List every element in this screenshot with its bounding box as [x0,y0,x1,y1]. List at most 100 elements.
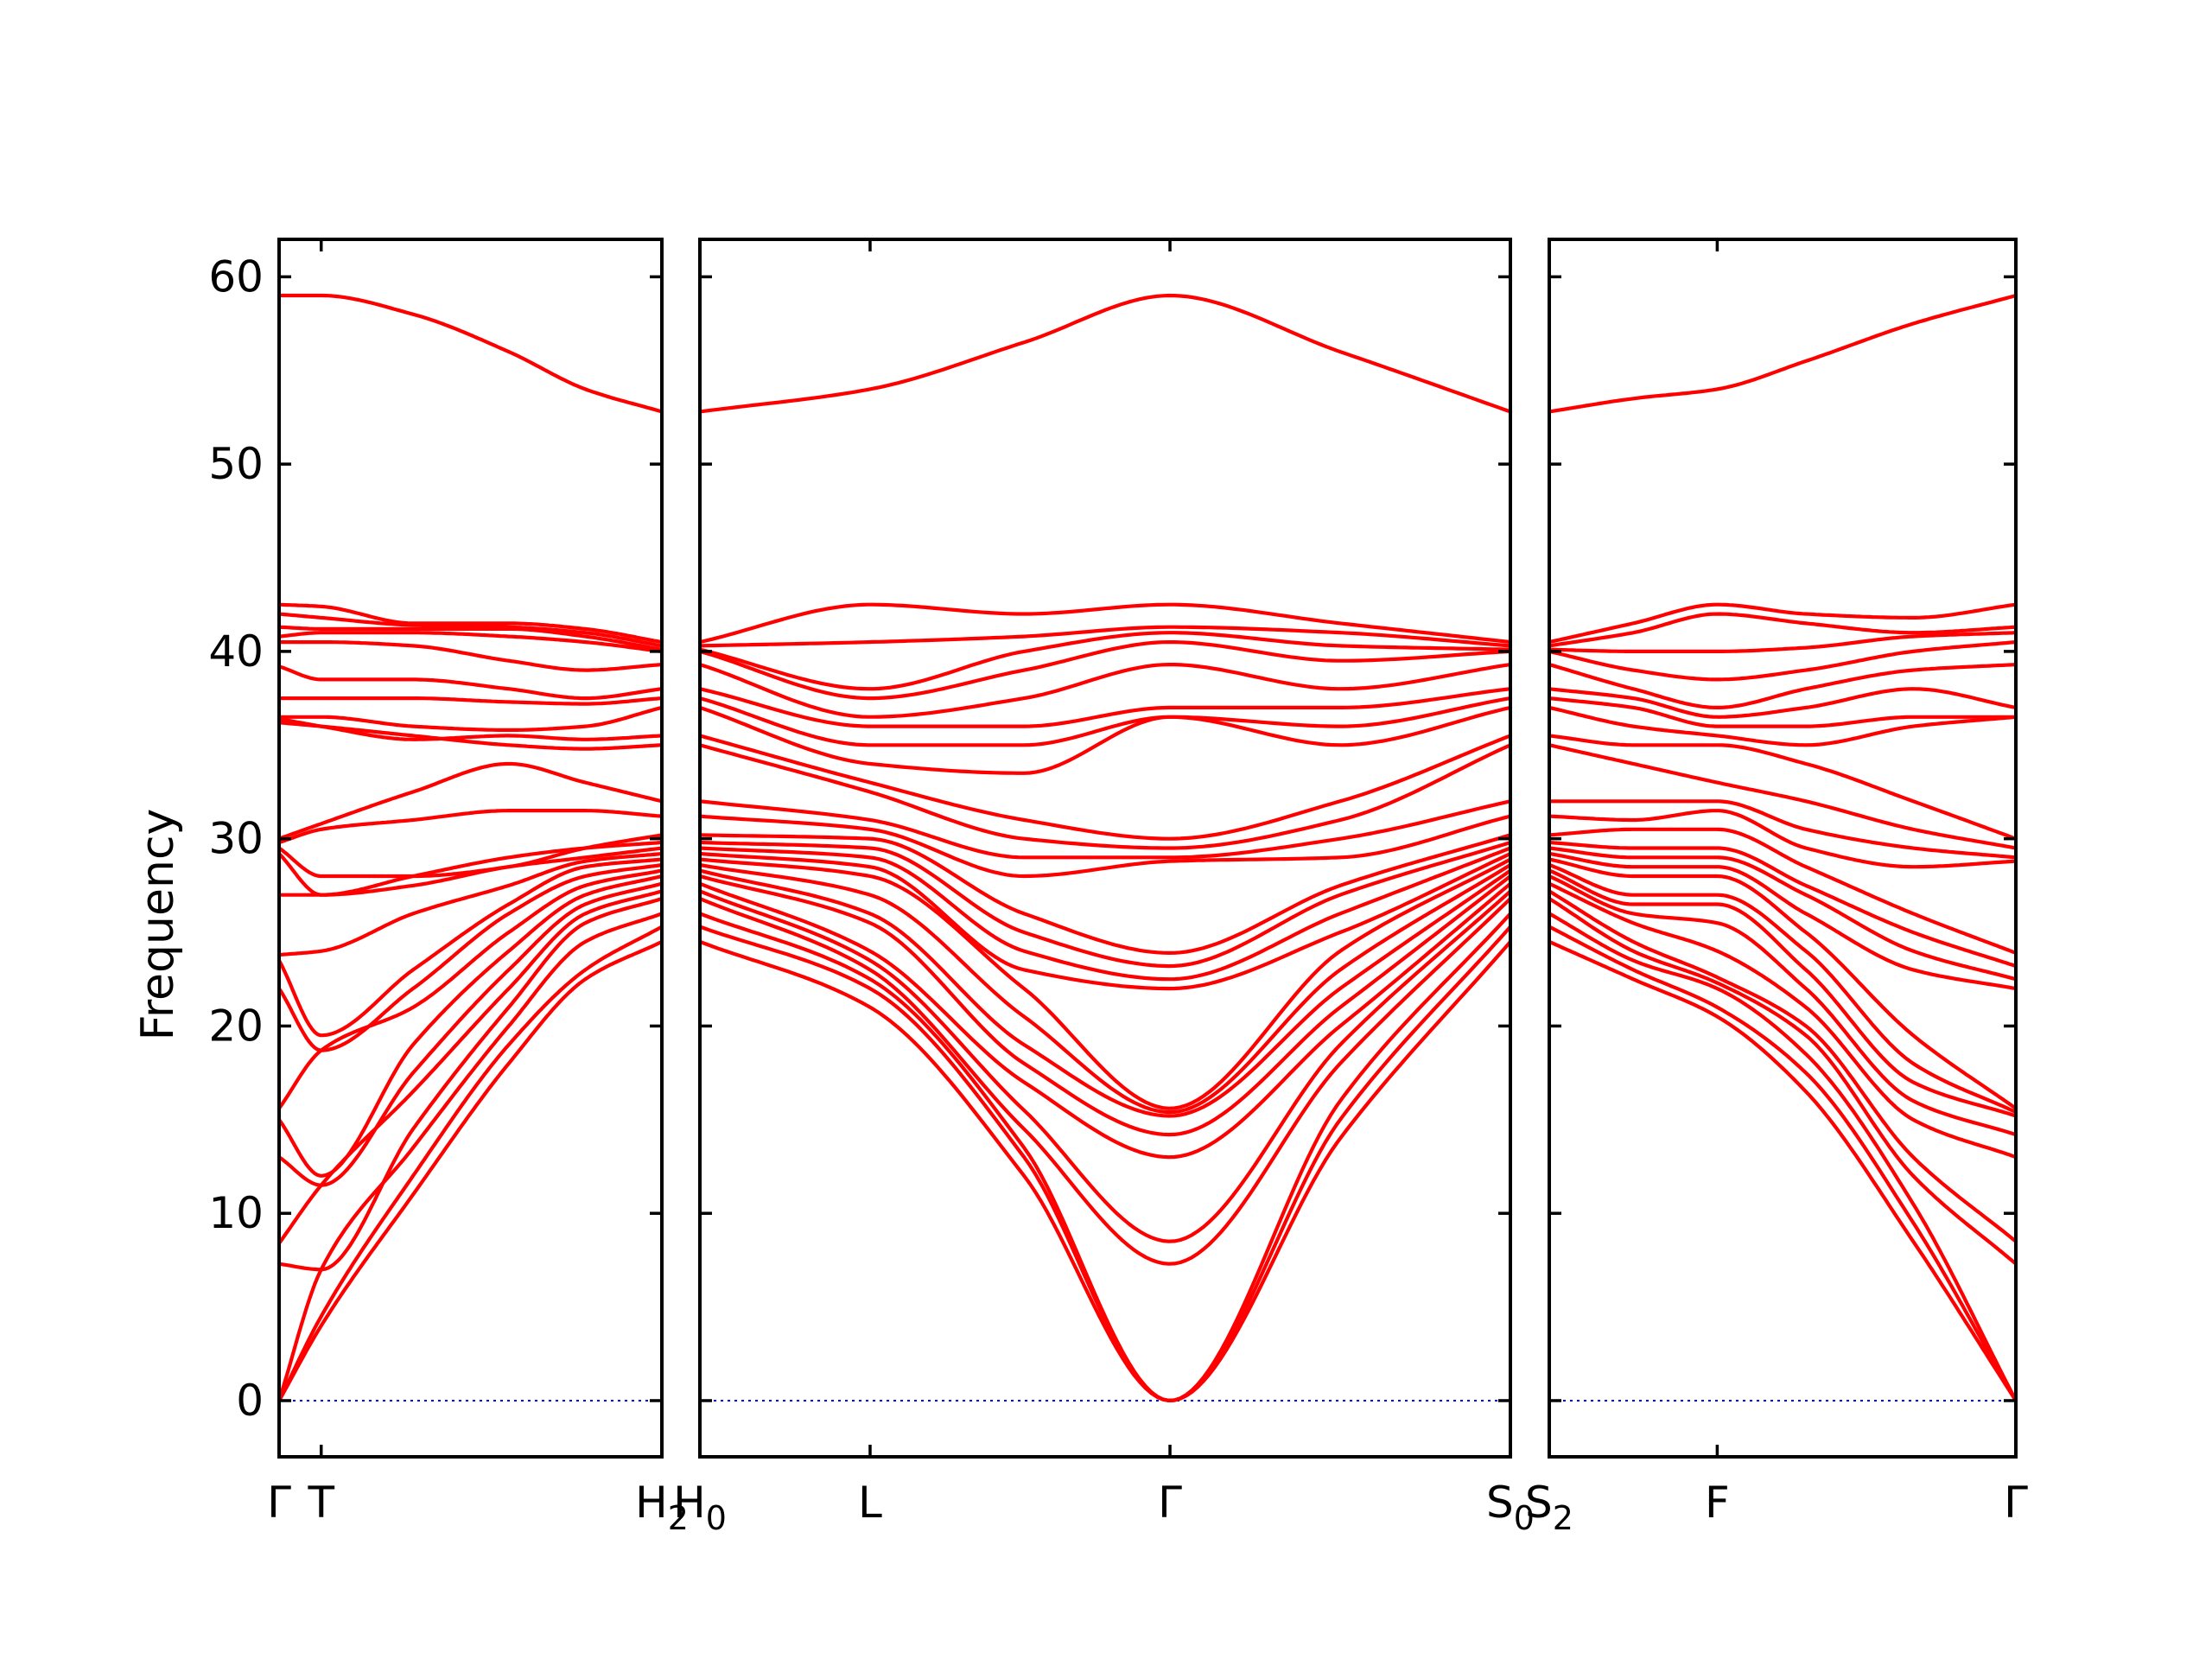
band-15 [697,814,1513,879]
x-tick-label: H2 [635,1478,689,1537]
band-11 [1547,851,2018,991]
band-2 [1547,925,2018,1403]
x-tick-label: L [858,1478,882,1528]
panel-frame [698,238,1512,1459]
band-6 [1547,881,2018,1160]
bands [1547,293,2018,1403]
band-8 [276,868,664,1110]
x-tick-label: Γ [2004,1478,2028,1528]
band-13 [1547,840,2018,969]
band-7 [276,874,664,1178]
band-20 [697,696,1513,747]
band-17 [697,743,1513,850]
y-tick-label: 10 [208,1188,264,1238]
band-21 [1547,687,2018,719]
band-19 [276,705,664,732]
band-22 [1547,663,2018,709]
bands [276,293,664,1403]
band-26 [697,602,1513,645]
y-axis-tick-labels: 0 10 20 30 40 50 60 [208,251,264,1426]
band-21 [276,664,664,701]
band-1 [276,939,664,1403]
band-4 [697,896,1513,1266]
band-8 [1547,868,2018,1118]
band-1 [697,939,1513,1402]
band-5 [276,889,664,1245]
panel-frame [1548,238,2018,1459]
band-3 [1547,912,2018,1403]
y-tick-label: 0 [236,1376,264,1426]
band-10 [697,857,1513,1110]
band-12 [1547,846,2018,982]
y-tick-label: 20 [208,1001,264,1051]
band-19 [697,705,1513,775]
band-23 [276,631,664,653]
x-tick-label: Γ [267,1478,291,1528]
band-11 [276,851,664,957]
panel-1: Γ T H2 [267,238,689,1537]
band-18 [697,734,1513,841]
x-tick-label: S2 [1525,1478,1573,1537]
x-tick-label: S0 [1486,1478,1535,1537]
band-3 [276,912,664,1403]
band-24 [697,631,1513,691]
panel-frame [277,238,664,1459]
band-14 [1547,827,2018,955]
band-4 [1547,896,2018,1266]
band-14 [697,833,1513,955]
y-tick-label: 40 [208,626,264,677]
band-24 [276,625,664,652]
band-18 [1547,734,2018,841]
band-19 [1547,705,2018,747]
y-axis-label: Frequency [132,809,184,1041]
panel-2: H0 L Γ S0 [673,238,1535,1537]
band-25 [697,625,1513,648]
band-9 [697,862,1513,1115]
band-10 [276,857,664,1038]
band-5 [697,889,1513,1243]
band-23 [697,640,1513,701]
band-2 [276,925,664,1403]
band-10 [1547,857,2018,1110]
band-27 [276,293,664,414]
band-14 [276,833,664,879]
band-6 [697,881,1513,1160]
band-25 [276,612,664,648]
band-7 [697,874,1513,1137]
x-tick-label: F [1705,1478,1730,1528]
band-18 [276,716,664,741]
band-6 [276,881,664,1187]
band-22 [697,663,1513,719]
band-26 [276,602,664,645]
panel-3: S2 F Γ [1525,238,2028,1537]
band-9 [276,862,664,1052]
band-26 [1547,602,2018,645]
band-4 [276,896,664,1272]
band-3 [697,912,1513,1402]
band-11 [697,851,1513,991]
x-tick-label: H0 [673,1478,727,1537]
band-21 [697,687,1513,728]
x-tick-label: T [307,1478,334,1528]
band-15 [1547,809,2018,869]
band-12 [697,846,1513,982]
band-8 [697,868,1513,1118]
band-20 [1547,696,2018,728]
y-tick-label: 50 [208,439,264,489]
x-tick-label: Γ [1158,1478,1182,1528]
bands [697,293,1513,1402]
band-22 [276,640,664,672]
band-27 [697,293,1513,414]
band-16 [1547,799,2018,860]
band-16 [276,761,664,841]
band-7 [1547,874,2018,1137]
band-16 [697,799,1513,860]
band-25 [1547,612,2018,648]
band-15 [276,809,664,845]
band-20 [276,696,664,706]
band-5 [1547,889,2018,1243]
y-tick-label: 30 [208,814,264,864]
band-1 [1547,939,2018,1403]
